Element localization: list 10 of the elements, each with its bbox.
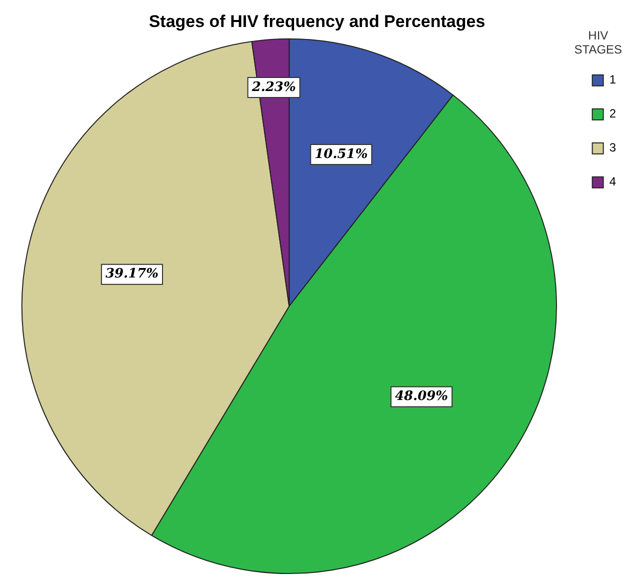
legend-label: 2 — [609, 106, 616, 121]
chart-title: Stages of HIV frequency and Percentages — [148, 12, 486, 31]
legend-label: 1 — [609, 72, 616, 87]
legend-title: HIV STAGES — [574, 28, 622, 57]
data-label: 48.09% — [394, 389, 448, 404]
legend-label: 3 — [609, 140, 616, 155]
data-label: 10.51% — [314, 146, 368, 162]
data-label: 2.23% — [250, 80, 296, 95]
data-label: 39.17% — [105, 266, 159, 282]
legend-label: 4 — [609, 174, 616, 189]
